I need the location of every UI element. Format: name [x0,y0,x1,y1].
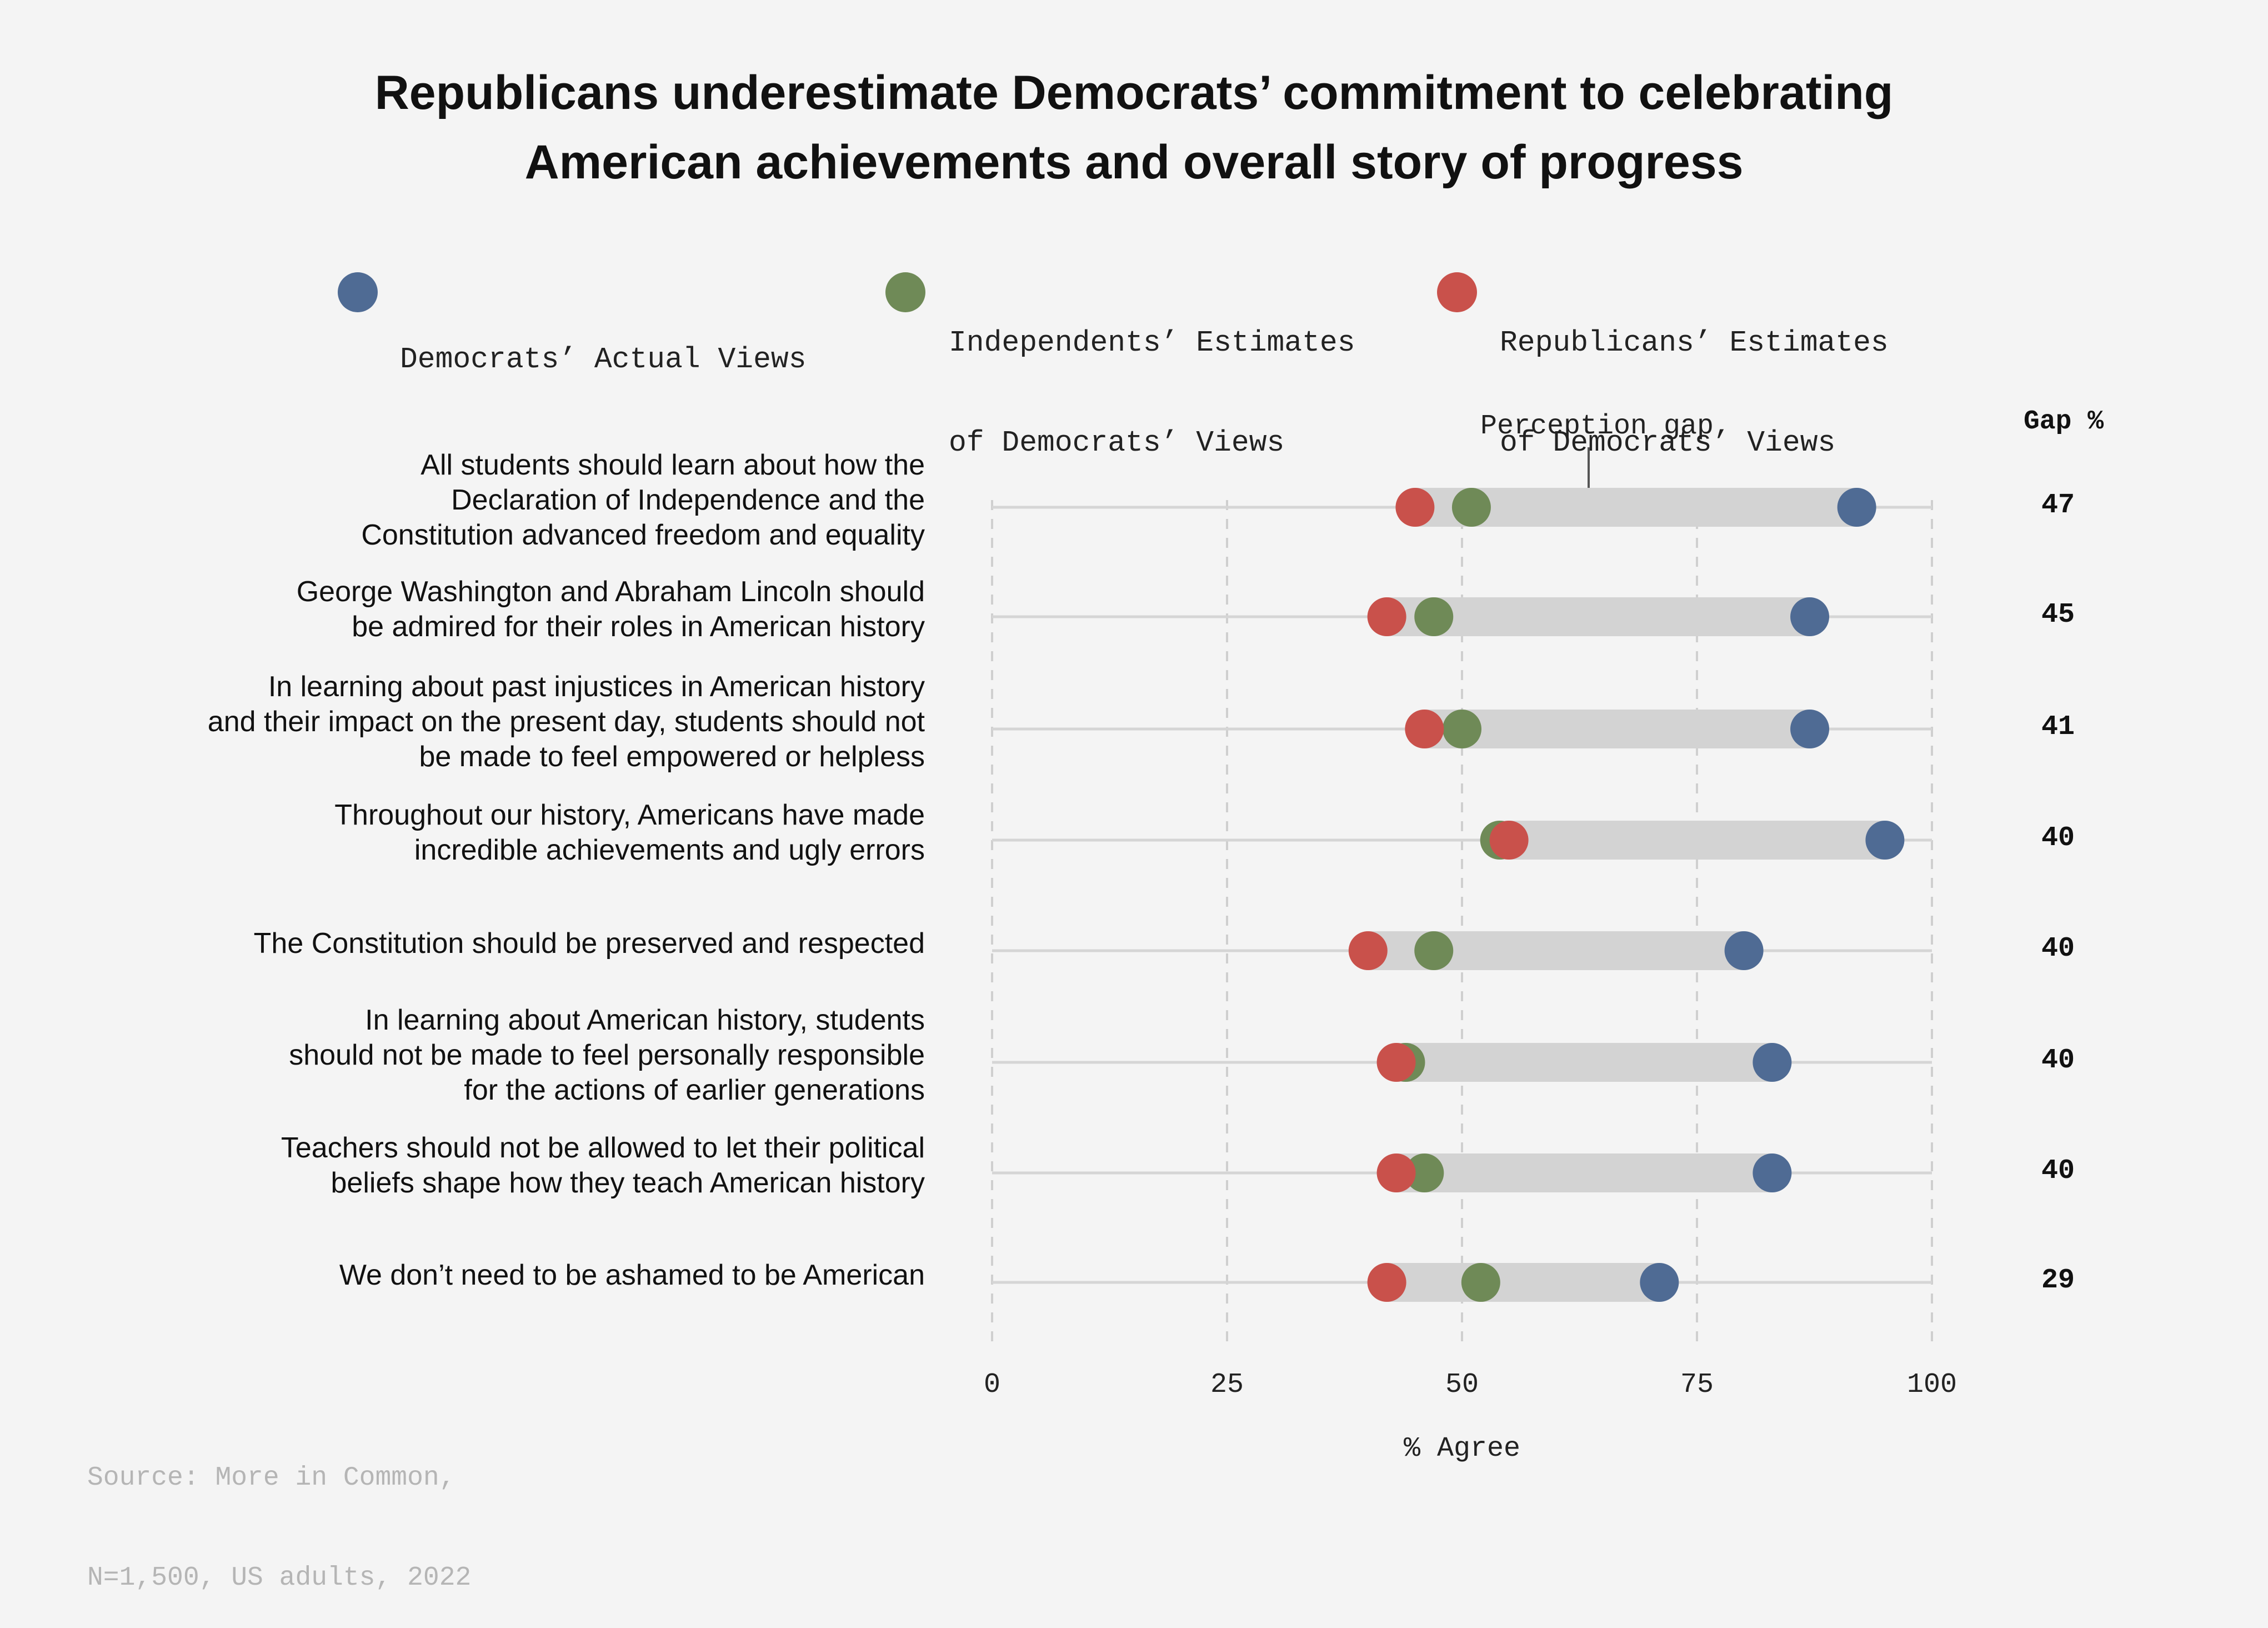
legend-label-independents: Independents’ Estimates of Democrats’ Vi… [949,326,1355,460]
perception-gap-bar [1424,710,1810,748]
question-label: George Washington and Abraham Lincoln sh… [36,575,925,645]
gap-value: 40 [2041,933,2075,965]
dot-independents [1461,1263,1500,1302]
dot-democrats [1640,1263,1679,1302]
gap-value: 29 [2041,1265,2075,1296]
dot-democrats [1865,821,1905,860]
question-label-line: The Constitution should be preserved and… [253,927,925,960]
dot-republicans [1376,1043,1416,1082]
perception-gap-bar [1396,1153,1773,1192]
gap-value: 45 [2041,599,2075,631]
chart-title-line-1: Republicans underestimate Democrats’ com… [374,66,1894,119]
dot-democrats [1790,597,1830,636]
dot-republicans [1395,488,1435,527]
dot-republicans [1489,821,1529,860]
dot-republicans [1405,710,1444,748]
dot-democrats [1753,1153,1792,1192]
gap-value: 47 [2041,490,2075,521]
gap-value: 41 [2041,711,2075,743]
question-label-line: Throughout our history, Americans have m… [334,799,925,831]
gap-value: 40 [2041,822,2075,854]
question-label-line: Constitution advanced freedom and equali… [361,518,925,551]
question-label: In learning about past injustices in Ame… [36,670,925,775]
question-label: Teachers should not be allowed to let th… [36,1131,925,1201]
x-tick-label: 0 [984,1369,1000,1401]
gap-value: 40 [2041,1155,2075,1187]
dot-democrats [1753,1043,1792,1082]
question-label-line: be made to feel empowered or helpless [419,740,925,773]
x-tick-label: 25 [1210,1369,1244,1401]
dot-independents [1414,931,1454,970]
dot-democrats [1837,488,1876,527]
legend-dot-republicans [1437,272,1477,312]
dot-democrats [1790,710,1830,748]
dot-independents [1451,488,1491,527]
question-label-line: In learning about past injustices in Ame… [268,670,925,703]
legend-dot-independents [885,272,925,312]
annotation-perception-gap: Perception gap [1480,411,1714,442]
dot-independents [1443,710,1481,748]
gap-value: 40 [2041,1045,2075,1076]
x-tick-label: 100 [1907,1369,1957,1401]
chart-title: Republicans underestimate Democrats’ com… [0,58,2268,197]
question-label-line: and their impact on the present day, stu… [207,705,925,738]
question-label-line: beliefs shape how they teach American hi… [331,1167,925,1199]
source-note: Source: More in Common, N=1,500, US adul… [87,1463,472,1593]
dot-republicans [1376,1153,1416,1192]
dot-democrats [1724,931,1764,970]
perception-gap-bar [1396,1043,1773,1082]
question-label-line: incredible achievements and ugly errors [414,834,925,866]
perception-gap-bar [1499,821,1885,860]
chart-title-line-2: American achievements and overall story … [524,136,1744,189]
question-label-line: be admired for their roles in American h… [352,611,925,643]
dot-republicans [1348,931,1388,970]
dot-independents [1405,1153,1444,1192]
question-label-line: Teachers should not be allowed to let th… [281,1132,925,1164]
x-axis-title: % Agree [1404,1433,1520,1465]
gap-column-header: Gap % [2023,407,2104,437]
question-label: All students should learn about how the D… [36,448,925,553]
dot-republicans [1367,597,1406,636]
question-label-line: George Washington and Abraham Lincoln sh… [296,576,925,608]
perception-gap-bar [1386,1263,1660,1302]
question-label-line: should not be made to feel personally re… [289,1038,925,1071]
question-label: The Constitution should be preserved and… [36,926,925,961]
dot-range-chart: 0 25 50 75 100 Perception gap % Agree [984,411,1957,1465]
dot-republicans [1367,1263,1406,1302]
question-label-line: for the actions of earlier generations [464,1073,925,1106]
question-label-line: All students should learn about how the [420,448,925,481]
legend-dot-democrats [338,272,378,312]
question-label-line: Declaration of Independence and the [451,483,925,516]
question-label: Throughout our history, Americans have m… [36,798,925,868]
question-label-line: We don’t need to be ashamed to be Americ… [339,1259,925,1291]
dot-independents [1414,597,1454,636]
legend-label-republicans: Republicans’ Estimates of Democrats’ Vie… [1500,326,1889,460]
perception-gap-bar [1386,597,1810,636]
x-tick-label: 50 [1445,1369,1479,1401]
question-label: In learning about American history, stud… [36,1003,925,1108]
question-label-line: In learning about American history, stud… [365,1003,925,1036]
question-label: We don’t need to be ashamed to be Americ… [36,1258,925,1293]
x-tick-label: 75 [1680,1369,1714,1401]
legend-label-democrats: Democrats’ Actual Views [400,343,807,376]
